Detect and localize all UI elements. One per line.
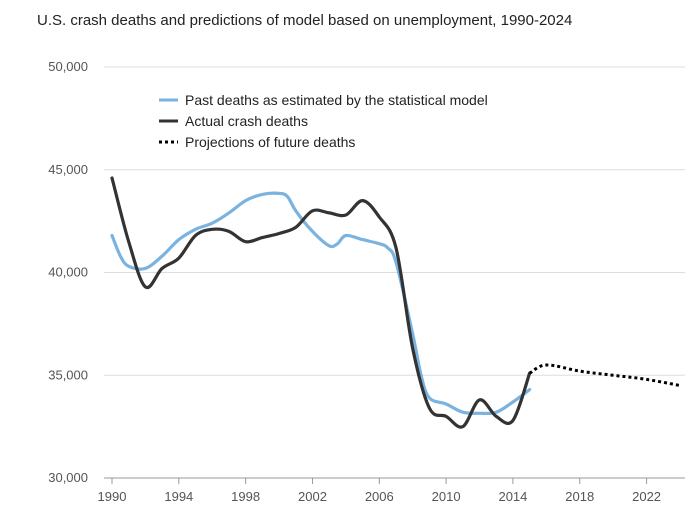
legend-item-projection: Projections of future deaths (159, 134, 355, 150)
y-tick-label: 45,000 (48, 162, 88, 177)
series-lines (110, 176, 681, 429)
y-tick-label: 35,000 (48, 367, 88, 382)
x-tick-label: 1994 (164, 489, 193, 504)
x-tick-label: 2018 (565, 489, 594, 504)
x-tick-label: 2006 (365, 489, 394, 504)
legend-label: Past deaths as estimated by the statisti… (185, 92, 488, 108)
legend-item-model: Past deaths as estimated by the statisti… (159, 92, 488, 108)
x-tick-label: 2022 (632, 489, 661, 504)
y-tick-label: 50,000 (48, 59, 88, 74)
chart-title: U.S. crash deaths and predictions of mod… (37, 12, 573, 29)
y-tick-label: 40,000 (48, 265, 88, 280)
x-tick-label: 1998 (231, 489, 260, 504)
x-tick-label: 1990 (98, 489, 127, 504)
x-tick-label: 2010 (432, 489, 461, 504)
grid-lines (104, 66, 685, 479)
x-tick-label: 2002 (298, 489, 327, 504)
legend-label: Actual crash deaths (185, 113, 308, 129)
legend-label: Projections of future deaths (185, 134, 355, 150)
actual-deaths-line (110, 176, 532, 429)
x-tick-label: 2014 (498, 489, 527, 504)
y-axis-ticks: 30,000 35,000 40,000 45,000 50,000 (48, 59, 88, 485)
legend-item-actual: Actual crash deaths (159, 113, 308, 129)
model-estimate-line (110, 191, 532, 416)
x-axis-ticks: 1990 1994 1998 2002 2006 2010 2014 2018 2022 (98, 478, 661, 504)
legend: Past deaths as estimated by the statisti… (159, 92, 488, 150)
y-tick-label: 30,000 (48, 470, 88, 485)
